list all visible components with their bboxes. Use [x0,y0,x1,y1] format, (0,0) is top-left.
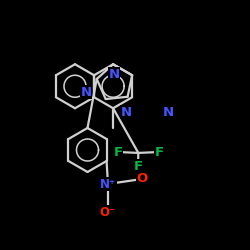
Text: F: F [114,146,122,158]
Text: N: N [108,68,120,80]
Text: O: O [136,172,147,186]
Text: N: N [120,106,132,118]
Text: F: F [154,146,164,158]
Text: N⁺: N⁺ [100,178,116,190]
Text: F: F [134,160,142,172]
Text: N: N [162,106,173,118]
Text: O⁻: O⁻ [100,206,116,218]
Text: N: N [80,86,92,98]
